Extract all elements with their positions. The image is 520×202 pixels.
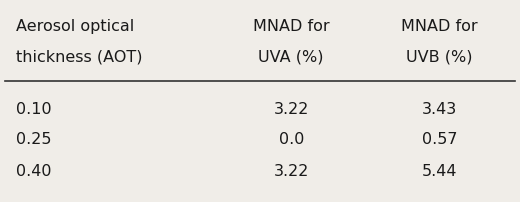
Text: 0.0: 0.0 [279,132,304,147]
Text: 0.10: 0.10 [16,102,51,117]
Text: 0.25: 0.25 [16,132,51,147]
Text: thickness (AOT): thickness (AOT) [16,49,142,64]
Text: 0.57: 0.57 [422,132,457,147]
Text: MNAD for: MNAD for [253,19,330,34]
Text: UVA (%): UVA (%) [258,49,324,64]
Text: 0.40: 0.40 [16,164,51,179]
Text: MNAD for: MNAD for [401,19,478,34]
Text: 3.22: 3.22 [274,164,309,179]
Text: 3.43: 3.43 [422,102,457,117]
Text: 3.22: 3.22 [274,102,309,117]
Text: 5.44: 5.44 [422,164,457,179]
Text: Aerosol optical: Aerosol optical [16,19,134,34]
Text: UVB (%): UVB (%) [406,49,473,64]
